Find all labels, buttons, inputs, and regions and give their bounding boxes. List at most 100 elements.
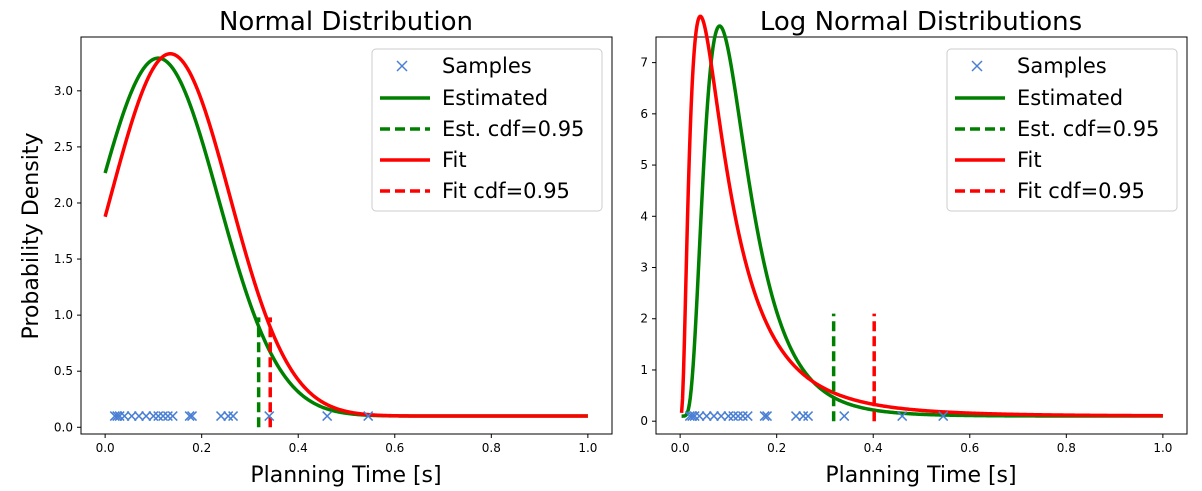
legend-marker <box>971 60 983 72</box>
y-tick-label: 0.5 <box>54 364 73 378</box>
legend-label: Est. cdf=0.95 <box>1017 117 1159 141</box>
normal-distribution-panel: Normal Distribution Planning Time [s] Pr… <box>19 7 613 488</box>
x-tick-label: 0.8 <box>1057 441 1076 455</box>
legend-marker <box>396 60 408 72</box>
x-tick-label: 0.2 <box>192 441 211 455</box>
sample-point <box>687 411 698 422</box>
sample-point <box>186 411 198 422</box>
sample-point <box>897 411 908 422</box>
legend-item-fit: Fit <box>380 148 467 172</box>
y-axis-label: Probability Density <box>19 133 44 340</box>
x-tick-label: 0.0 <box>96 441 115 455</box>
sample-point <box>167 411 178 422</box>
sample-point <box>701 411 712 422</box>
legend-item-est-cdf: Est. cdf=0.95 <box>955 117 1159 141</box>
y-tick-label: 3.0 <box>54 84 73 98</box>
sample-point <box>689 411 700 422</box>
legend-label: Samples <box>442 54 532 78</box>
sample-point <box>158 411 169 422</box>
x-tick-label: 0.6 <box>385 441 404 455</box>
x-tick-label: 1.0 <box>1153 441 1172 455</box>
sample-point <box>264 411 275 422</box>
legend-item-fit-cdf: Fit cdf=0.95 <box>955 179 1145 203</box>
y-tick-label: 6 <box>640 107 648 121</box>
y-tick-label: 2.0 <box>54 196 73 210</box>
sample-point <box>737 411 748 422</box>
log-normal-distribution-panel: Log Normal Distributions Planning Time [… <box>640 7 1188 488</box>
axes-frame <box>80 36 613 435</box>
sample-point <box>716 411 727 422</box>
sample-point <box>839 411 850 422</box>
y-tick-label: 7 <box>640 56 648 70</box>
sample-point <box>322 411 333 422</box>
series-line-fit <box>679 14 1164 418</box>
legend-label: Fit <box>1017 148 1042 172</box>
sample-point <box>938 411 949 422</box>
chart-title: Log Normal Distributions <box>760 7 1082 37</box>
y-tick-label: 0 <box>640 414 648 428</box>
x-tick-label: 0.4 <box>864 441 883 455</box>
x-tick-label: 1.0 <box>578 441 597 455</box>
plot-area: 0.0 0.2 0.4 0.6 0.8 1.0 0.0 0.5 1.0 1.5 2.0 2.5 3.0 <box>54 36 613 455</box>
legend-label: Estimated <box>1017 86 1123 110</box>
legend-item-estimated: Estimated <box>955 86 1123 110</box>
y-tick-label: 2.5 <box>54 140 73 154</box>
sample-point <box>694 411 705 422</box>
y-tick-label: 1 <box>640 363 648 377</box>
sample-point <box>728 411 739 422</box>
legend-label: Samples <box>1017 54 1107 78</box>
legend-label: Est. cdf=0.95 <box>442 117 584 141</box>
sample-point <box>761 411 773 422</box>
sample-point <box>114 411 125 422</box>
sample-point <box>708 411 719 422</box>
sample-point <box>215 411 227 422</box>
sample-point <box>742 411 753 422</box>
plot-area: 0.0 0.2 0.4 0.6 0.8 1.0 0 1 2 3 4 5 6 7 <box>640 14 1188 455</box>
x-tick-label: 0.8 <box>482 441 501 455</box>
y-tick-label: 1.0 <box>54 308 73 322</box>
sample-point <box>803 411 814 422</box>
legend-label: Fit cdf=0.95 <box>1017 179 1145 203</box>
legend-label: Estimated <box>442 86 548 110</box>
x-tick-label: 0.4 <box>289 441 308 455</box>
legend-item-est-cdf: Est. cdf=0.95 <box>380 117 584 141</box>
legend-box <box>371 48 603 212</box>
x-tick-label: 0.6 <box>960 441 979 455</box>
sample-point <box>790 411 802 422</box>
sample-point <box>141 411 152 422</box>
axes-frame <box>655 36 1188 435</box>
sample-point <box>723 411 734 422</box>
chart-title: Normal Distribution <box>219 7 473 37</box>
legend-item-fit: Fit <box>955 148 1042 172</box>
x-axis-label: Planning Time [s] <box>825 463 1016 488</box>
x-tick-label: 0.0 <box>671 441 690 455</box>
sample-point <box>153 411 164 422</box>
legend-box <box>946 48 1178 212</box>
y-tick-label: 1.5 <box>54 252 73 266</box>
sample-point <box>363 411 374 422</box>
x-tick-label: 0.2 <box>767 441 786 455</box>
sample-point <box>184 411 195 422</box>
legend-label: Fit cdf=0.95 <box>442 179 570 203</box>
legend: Samples Estimated Est. cdf=0.95 Fit Fit … <box>946 48 1178 212</box>
sample-point <box>109 411 120 422</box>
y-tick-label: 4 <box>640 209 648 223</box>
x-axis-label: Planning Time [s] <box>250 463 441 488</box>
sample-point <box>228 411 239 422</box>
sample-point <box>733 411 744 422</box>
y-tick-label: 0.0 <box>54 420 73 434</box>
legend-label: Fit <box>442 148 467 172</box>
sample-point <box>684 411 695 422</box>
sample-point <box>223 411 234 422</box>
sample-point <box>148 411 159 422</box>
sample-point <box>126 411 137 422</box>
y-tick-label: 5 <box>640 158 648 172</box>
sample-point <box>112 411 123 422</box>
sample-point <box>133 411 144 422</box>
y-tick-label: 3 <box>640 261 648 275</box>
sample-point <box>162 411 173 422</box>
sample-point <box>119 411 130 422</box>
legend-item-fit-cdf: Fit cdf=0.95 <box>380 179 570 203</box>
sample-point <box>798 411 809 422</box>
